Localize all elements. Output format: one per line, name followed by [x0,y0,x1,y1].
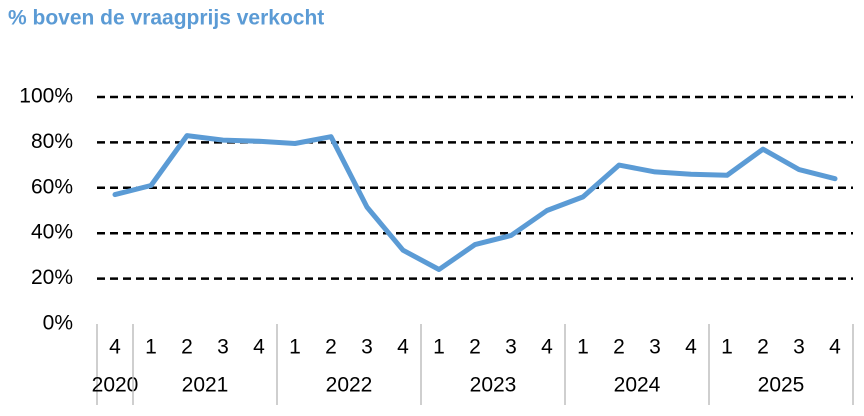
x-tick-label: 4 [253,336,265,359]
x-tick-label: 3 [361,336,373,359]
x-tick-label: 2 [181,336,193,359]
x-tick-label: 2 [613,336,625,359]
data-line [112,133,838,272]
y-tick-label: 80% [31,130,73,153]
y-tick-label: 60% [31,175,73,198]
x-tick-label: 4 [685,336,697,359]
x-tick-label: 4 [397,336,409,359]
y-tick-label: 40% [31,221,73,244]
x-group-label: 2024 [614,374,661,397]
x-tick-label: 4 [829,336,841,359]
x-group-label: 2022 [326,374,373,397]
x-tick-label: 2 [757,336,769,359]
x-tick-label: 4 [541,336,553,359]
x-tick-label: 2 [325,336,337,359]
x-tick-label: 1 [145,336,157,359]
x-tick-label: 3 [217,336,229,359]
x-tick-label: 1 [577,336,589,359]
y-tick-label: 20% [31,266,73,289]
x-group-label: 2021 [182,374,229,397]
x-group-label: 2023 [470,374,517,397]
x-tick-label: 3 [505,336,517,359]
chart-title: % boven de vraagprijs verkocht [8,7,324,30]
y-tick-label: 0% [43,312,73,335]
x-tick-label: 2 [469,336,481,359]
x-tick-label: 1 [721,336,733,359]
x-group-label: 2020 [92,374,139,397]
x-tick-label: 3 [793,336,805,359]
x-group-label: 2025 [758,374,805,397]
x-tick-label: 1 [433,336,445,359]
x-tick-label: 1 [289,336,301,359]
x-tick-label: 4 [109,336,121,359]
x-tick-label: 3 [649,336,661,359]
y-tick-label: 100% [19,85,73,108]
